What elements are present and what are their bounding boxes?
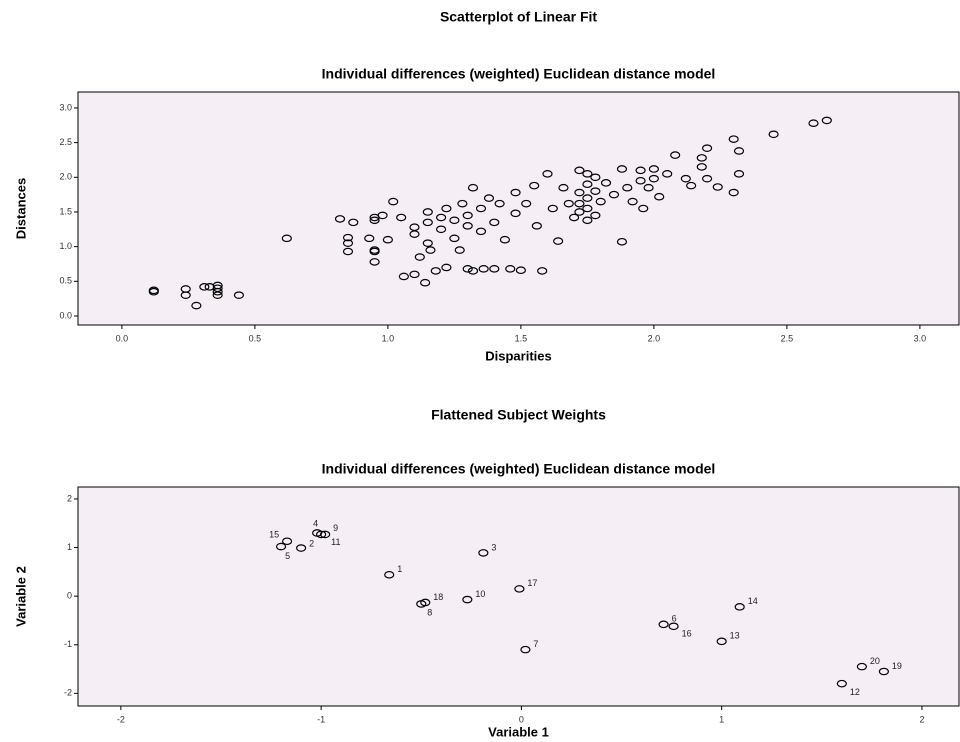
x-axis-label: Disparities	[485, 348, 551, 363]
point-label: 8	[427, 607, 432, 617]
point-label: 10	[475, 589, 485, 599]
x-axis-label: Variable 1	[488, 724, 549, 739]
point-label: 15	[269, 530, 279, 540]
y-axis-label: Variable 2	[13, 566, 28, 627]
point-label: 5	[285, 551, 290, 561]
point-label: 20	[870, 656, 880, 666]
chart-subtitle: Individual differences (weighted) Euclid…	[322, 66, 716, 82]
x-tick-label: 3.0	[914, 333, 927, 343]
y-tick-label: 1.0	[59, 241, 72, 251]
plot-area	[78, 487, 959, 706]
y-tick-label: 1.5	[59, 206, 72, 216]
point-label: 13	[730, 631, 740, 641]
x-tick-label: -1	[317, 714, 325, 724]
point-label: 2	[309, 538, 314, 548]
chart-subtitle: Individual differences (weighted) Euclid…	[322, 461, 716, 477]
point-label: 11	[331, 537, 340, 547]
y-tick-label: -2	[64, 688, 72, 698]
chart: Scatterplot of Linear Fit Individual diff…	[0, 0, 960, 742]
point-label: 7	[533, 639, 538, 649]
point-label: 9	[333, 523, 338, 533]
x-tick-label: -2	[117, 714, 125, 724]
y-tick-label: 2.0	[59, 172, 72, 182]
y-tick-label: 2.5	[59, 137, 72, 147]
x-tick-label: 1.0	[382, 333, 395, 343]
x-tick-label: 2	[919, 714, 924, 724]
point-label: 16	[682, 629, 692, 639]
x-tick-label: 0.5	[249, 333, 262, 343]
page: {"chart_data": [ {"type": "scatter", "ti…	[0, 0, 960, 742]
y-tick-label: -1	[64, 639, 72, 649]
chart-title: Flattened Subject Weights	[431, 407, 606, 423]
x-tick-label: 2.5	[781, 333, 794, 343]
y-tick-label: 0	[67, 591, 72, 601]
point-label: 12	[850, 687, 860, 697]
y-axis-label: Distances	[13, 178, 28, 239]
x-tick-label: 0.0	[116, 333, 129, 343]
y-tick-label: 3.0	[59, 102, 72, 112]
y-tick-label: 1	[67, 542, 72, 552]
y-tick-label: 0.5	[59, 276, 72, 286]
point-label: 17	[527, 578, 537, 588]
point-label: 6	[672, 614, 677, 624]
chart-title: Scatterplot of Linear Fit	[440, 9, 597, 25]
point-label: 14	[748, 596, 758, 606]
point-label: 3	[491, 542, 496, 552]
x-tick-label: 2.0	[648, 333, 661, 343]
y-tick-label: 2	[67, 493, 72, 503]
x-tick-label: 1.5	[515, 333, 528, 343]
x-tick-label: 1	[719, 714, 724, 724]
point-label: 18	[433, 592, 443, 602]
point-label: 4	[313, 518, 318, 528]
x-tick-label: 0	[519, 714, 524, 724]
point-label: 19	[892, 661, 902, 671]
y-tick-label: 0.0	[59, 310, 72, 320]
point-label: 1	[397, 564, 402, 574]
